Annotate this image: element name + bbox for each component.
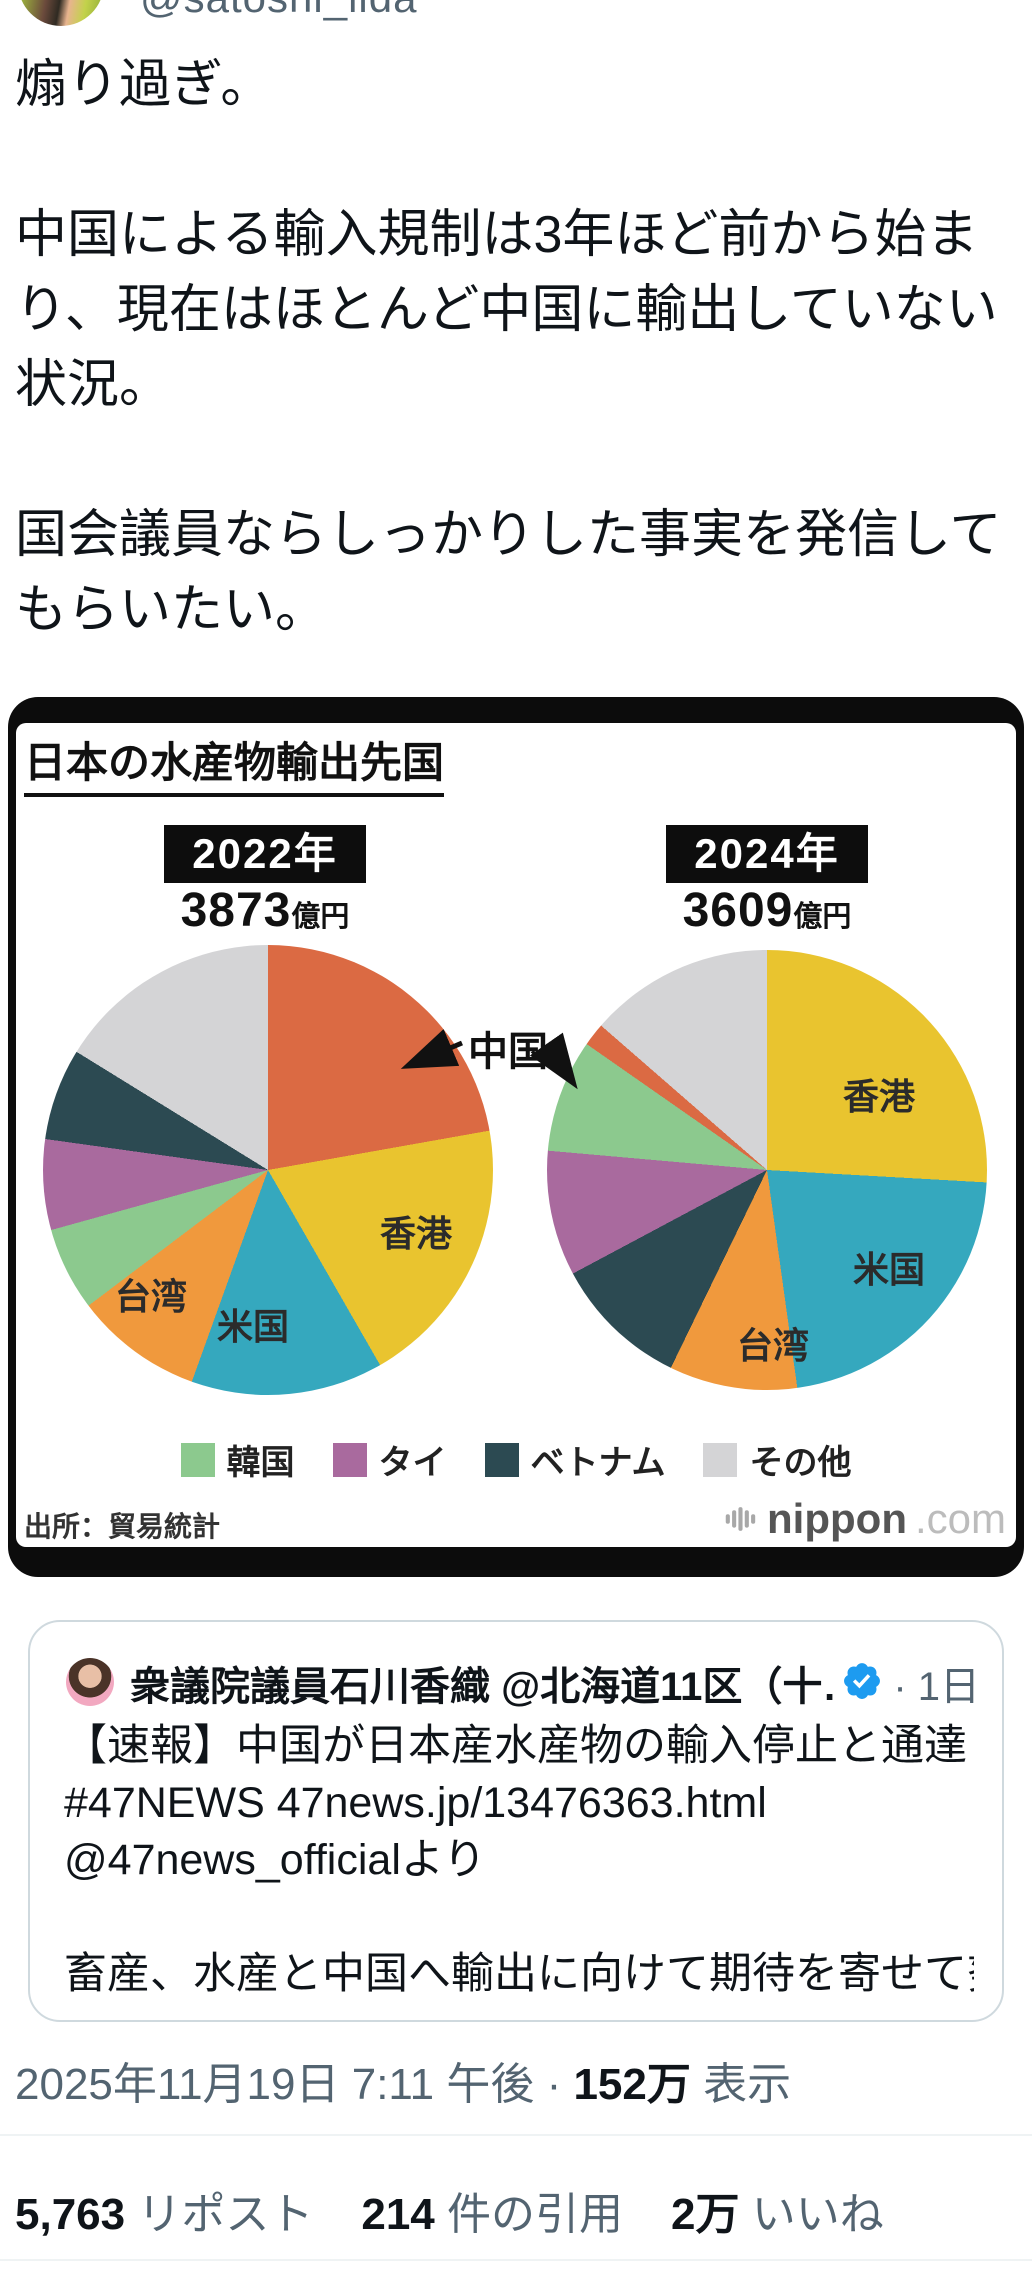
verified-badge-icon bbox=[841, 1660, 883, 1707]
year-badge-2022: 2022年 bbox=[164, 825, 366, 883]
quote-label: 件の引用 bbox=[447, 2190, 623, 2239]
engagement-stats-row: 5,763 リポスト 214 件の引用 2万 いいね bbox=[15, 2178, 884, 2242]
like-label: いいね bbox=[751, 2190, 884, 2239]
legend-label-vietnam: ベトナム bbox=[530, 1444, 666, 1482]
quoted-author-avatar[interactable] bbox=[66, 1658, 114, 1706]
tweet-media-infographic[interactable]: 日本の水産物輸出先国 2022年 2024年 3873億円 3609億円 香港 … bbox=[8, 697, 1024, 1577]
legend-item-others: その他 bbox=[703, 1435, 851, 1484]
divider bbox=[0, 2134, 1032, 2136]
quoted-tweet-card[interactable]: 衆議院議員石川香織 @北海道11区（十… · 1日 【速報】中国が日本産水産物の… bbox=[28, 1620, 1004, 2022]
dot-separator: · bbox=[546, 2060, 574, 2109]
legend-item-vietnam: ベトナム bbox=[484, 1435, 666, 1484]
quote-count: 214 bbox=[361, 2190, 435, 2239]
pie-label-us-2024: 米国 bbox=[852, 1249, 925, 1290]
total-amount-2024: 3609億円 bbox=[592, 883, 942, 938]
legend-label-thailand: タイ bbox=[378, 1444, 447, 1482]
repost-count-link[interactable]: 5,763 リポスト bbox=[15, 2178, 313, 2242]
repost-label: リポスト bbox=[137, 2190, 314, 2239]
views-label-text: 表示 bbox=[703, 2060, 792, 2109]
tweet-paragraph: 国会議員ならしっかりした事実を発信してもらいたい。 bbox=[15, 506, 1002, 639]
legend-item-thailand: タイ bbox=[332, 1435, 447, 1484]
year-badge-2024: 2024年 bbox=[666, 825, 868, 883]
quoted-text-line-truncated: 畜産、水産と中国へ輸出に向けて期待を寄せて努… bbox=[64, 1950, 974, 1998]
quoted-text-line: #47NEWS 47news.jp/13476363.html bbox=[64, 1779, 767, 1827]
pie-label-taiwan-2022: 台湾 bbox=[114, 1276, 187, 1317]
legend-swatch-korea bbox=[180, 1442, 215, 1477]
pie-chart-2022 bbox=[43, 945, 493, 1395]
infographic-canvas: 日本の水産物輸出先国 2022年 2024年 3873億円 3609億円 香港 … bbox=[16, 723, 1016, 1547]
nippon-com-logo: nippon .com bbox=[721, 1495, 1006, 1543]
tweet-text: 煽り過ぎ。 中国による輸入規制は3年ほど前から始まり、現在はほとんど中国に輸出し… bbox=[15, 48, 1017, 723]
quoted-text-gap bbox=[64, 1889, 974, 1946]
chart-source: 出所：貿易統計 bbox=[24, 1511, 221, 1542]
infographic-title: 日本の水産物輸出先国 bbox=[24, 729, 445, 797]
author-avatar[interactable] bbox=[18, 0, 104, 26]
tweet-paragraph: 中国による輸入規制は3年ほど前から始まり、現在はほとんど中国に輸出していない状況… bbox=[15, 206, 998, 414]
pie-label-hongkong-2022: 香港 bbox=[379, 1213, 452, 1254]
tweet-timestamp-row: 2025年11月19日 7:11 午後 · 152万 表示 bbox=[15, 2048, 791, 2112]
total-amount-2022: 3873億円 bbox=[90, 883, 440, 938]
legend-label-others: その他 bbox=[749, 1444, 852, 1482]
quote-count-link[interactable]: 214 件の引用 bbox=[361, 2178, 623, 2242]
quoted-tweet-text: 【速報】中国が日本産水産物の輸入停止と通達 #47NEWS 47news.jp/… bbox=[64, 1718, 974, 2003]
quoted-tweet-header: 衆議院議員石川香織 @北海道11区（十… · 1日 bbox=[130, 1654, 980, 1712]
pie-label-taiwan-2024: 台湾 bbox=[736, 1325, 809, 1366]
like-count: 2万 bbox=[671, 2190, 740, 2239]
nippon-logo-icon bbox=[725, 1507, 756, 1531]
pie-chart-2024 bbox=[547, 950, 987, 1390]
legend-label-korea: 韓国 bbox=[226, 1444, 295, 1482]
total-unit-2022: 億円 bbox=[291, 901, 350, 933]
legend-item-korea: 韓国 bbox=[180, 1435, 295, 1484]
legend-swatch-others bbox=[703, 1442, 738, 1477]
like-count-link[interactable]: 2万 いいね bbox=[671, 2178, 884, 2242]
legend-swatch-vietnam bbox=[484, 1442, 519, 1477]
chart-legend: 韓国 タイ ベトナム その他 bbox=[16, 1435, 1016, 1484]
views-count[interactable]: 152万 bbox=[573, 2060, 691, 2109]
quoted-author-name: 衆議院議員石川香織 @北海道11区（十… bbox=[130, 1665, 836, 1709]
repost-count: 5,763 bbox=[15, 2190, 126, 2239]
total-unit-2024: 億円 bbox=[793, 901, 852, 933]
nippon-logo-text: nippon bbox=[767, 1495, 907, 1542]
pie-label-hongkong-2024: 香港 bbox=[842, 1076, 915, 1117]
tweet-paragraph: 煽り過ぎ。 bbox=[15, 56, 273, 114]
total-value-2022: 3873 bbox=[180, 884, 292, 937]
nippon-logo-tld: .com bbox=[914, 1495, 1006, 1542]
pie-label-us-2022: 米国 bbox=[216, 1306, 289, 1347]
legend-swatch-thailand bbox=[332, 1442, 367, 1477]
author-username[interactable]: @satoshi_iida bbox=[140, 0, 417, 22]
callout-china-label: 中国 bbox=[468, 1030, 548, 1074]
tweet-timestamp: 2025年11月19日 7:11 午後 bbox=[15, 2060, 535, 2109]
divider bbox=[0, 2259, 1032, 2261]
total-value-2024: 3609 bbox=[682, 884, 794, 937]
quoted-text-line: 【速報】中国が日本産水産物の輸入停止と通達 bbox=[64, 1722, 967, 1770]
quoted-tweet-timestamp: · 1日 bbox=[893, 1665, 980, 1709]
quoted-text-line: @47news_officialより bbox=[64, 1836, 487, 1884]
